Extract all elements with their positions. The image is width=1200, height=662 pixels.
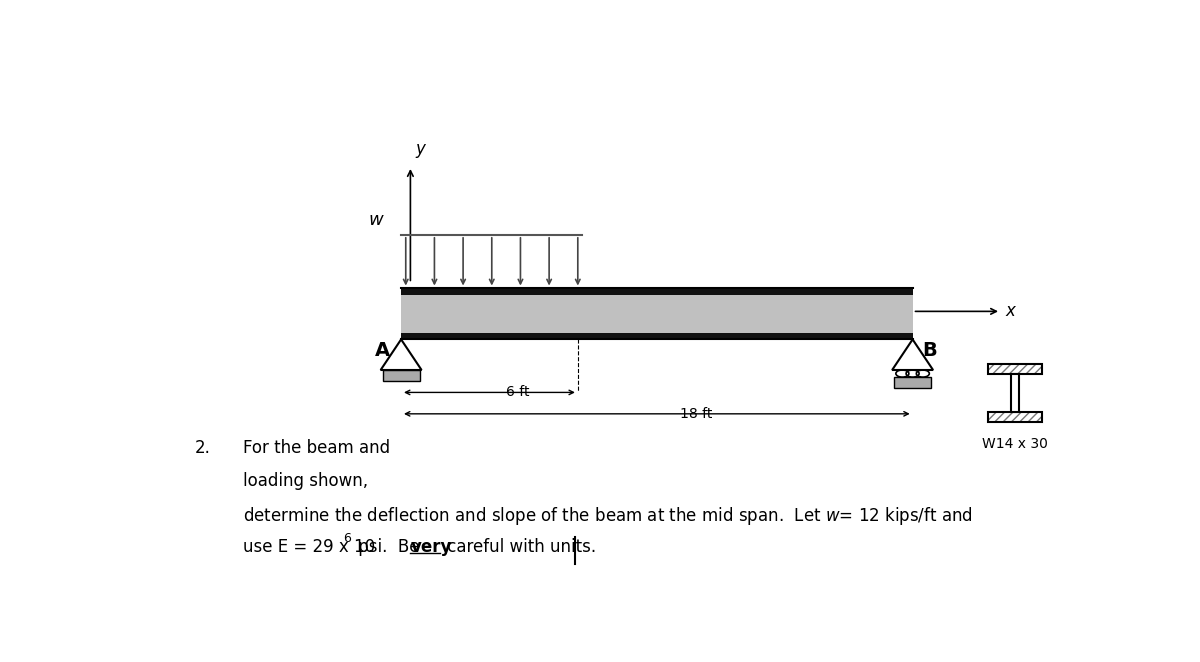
Text: For the beam and: For the beam and [242, 439, 390, 457]
FancyBboxPatch shape [894, 377, 931, 389]
Text: 6 ft: 6 ft [506, 385, 529, 399]
Text: use E = 29 x 10: use E = 29 x 10 [242, 538, 376, 556]
FancyBboxPatch shape [988, 412, 1042, 422]
Text: y: y [415, 140, 425, 158]
Text: 18 ft: 18 ft [680, 407, 713, 421]
FancyBboxPatch shape [401, 333, 912, 340]
Text: A: A [374, 342, 390, 360]
FancyBboxPatch shape [401, 289, 912, 340]
Text: psi.  Be: psi. Be [353, 538, 425, 556]
Text: very: very [410, 538, 451, 556]
Text: loading shown,: loading shown, [242, 472, 368, 490]
FancyBboxPatch shape [1010, 374, 1019, 412]
Text: $w$: $w$ [367, 211, 384, 229]
Text: careful with units.: careful with units. [442, 538, 596, 556]
Text: W14 x 30: W14 x 30 [982, 436, 1048, 451]
FancyBboxPatch shape [401, 289, 912, 295]
FancyBboxPatch shape [383, 370, 420, 381]
Text: B: B [922, 342, 937, 360]
Text: 6: 6 [343, 532, 352, 545]
Text: x: x [1006, 303, 1015, 320]
FancyBboxPatch shape [988, 363, 1042, 374]
Text: 2.: 2. [194, 439, 210, 457]
Text: determine the deflection and slope of the beam at the mid span.  Let $\mathit{w}: determine the deflection and slope of th… [242, 505, 973, 527]
